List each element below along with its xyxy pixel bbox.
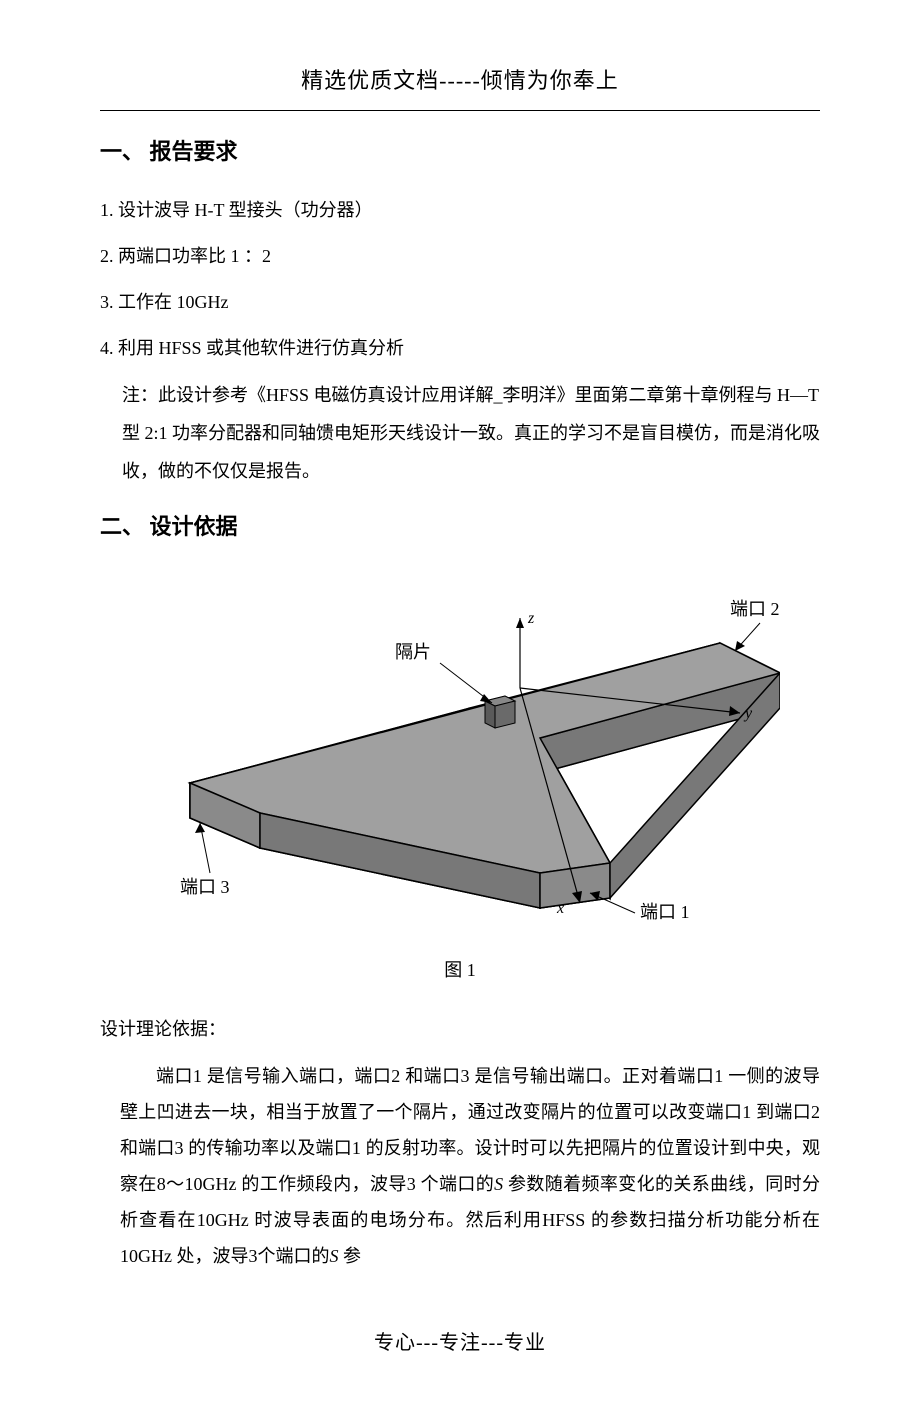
waveguide-diagram: z y x 隔片 端口 2 端口 3 端口 1 (140, 573, 780, 933)
s-var-1: S (494, 1174, 503, 1194)
header-text: 精选优质文档-----倾情为你奉上 (100, 60, 820, 102)
port1-label: 端口 1 (640, 902, 690, 922)
axis-x-label: x (556, 900, 564, 917)
theory-text-part3: 参 (339, 1246, 362, 1266)
req-item-3: 3. 工作在 10GHz (100, 285, 820, 319)
note-text: 注：此设计参考《HFSS 电磁仿真设计应用详解_李明洋》里面第二章第十章例程与 … (122, 377, 820, 490)
figure-container: z y x 隔片 端口 2 端口 3 端口 1 (100, 573, 820, 933)
figure-caption: 图 1 (100, 953, 820, 987)
port2-label: 端口 2 (730, 599, 780, 619)
footer-text: 专心---专注---专业 (100, 1324, 820, 1362)
theory-label: 设计理论依据： (100, 1012, 820, 1046)
port3-label: 端口 3 (180, 877, 230, 897)
section1-title: 一、 报告要求 (100, 131, 820, 173)
header-divider (100, 110, 820, 111)
theory-paragraph: 端口1 是信号输入端口，端口2 和端口3 是信号输出端口。正对着端口1 一侧的波… (120, 1058, 820, 1274)
section2-title: 二、 设计依据 (100, 506, 820, 548)
req-item-1: 1. 设计波导 H-T 型接头（功分器） (100, 193, 820, 227)
req-item-4: 4. 利用 HFSS 或其他软件进行仿真分析 (100, 331, 820, 365)
axis-z-label: z (527, 610, 535, 627)
req-item-2: 2. 两端口功率比 1 ：2 (100, 239, 820, 273)
partition-label: 隔片 (395, 642, 431, 662)
s-var-2: S (330, 1246, 339, 1266)
axis-y-label: y (743, 705, 753, 722)
